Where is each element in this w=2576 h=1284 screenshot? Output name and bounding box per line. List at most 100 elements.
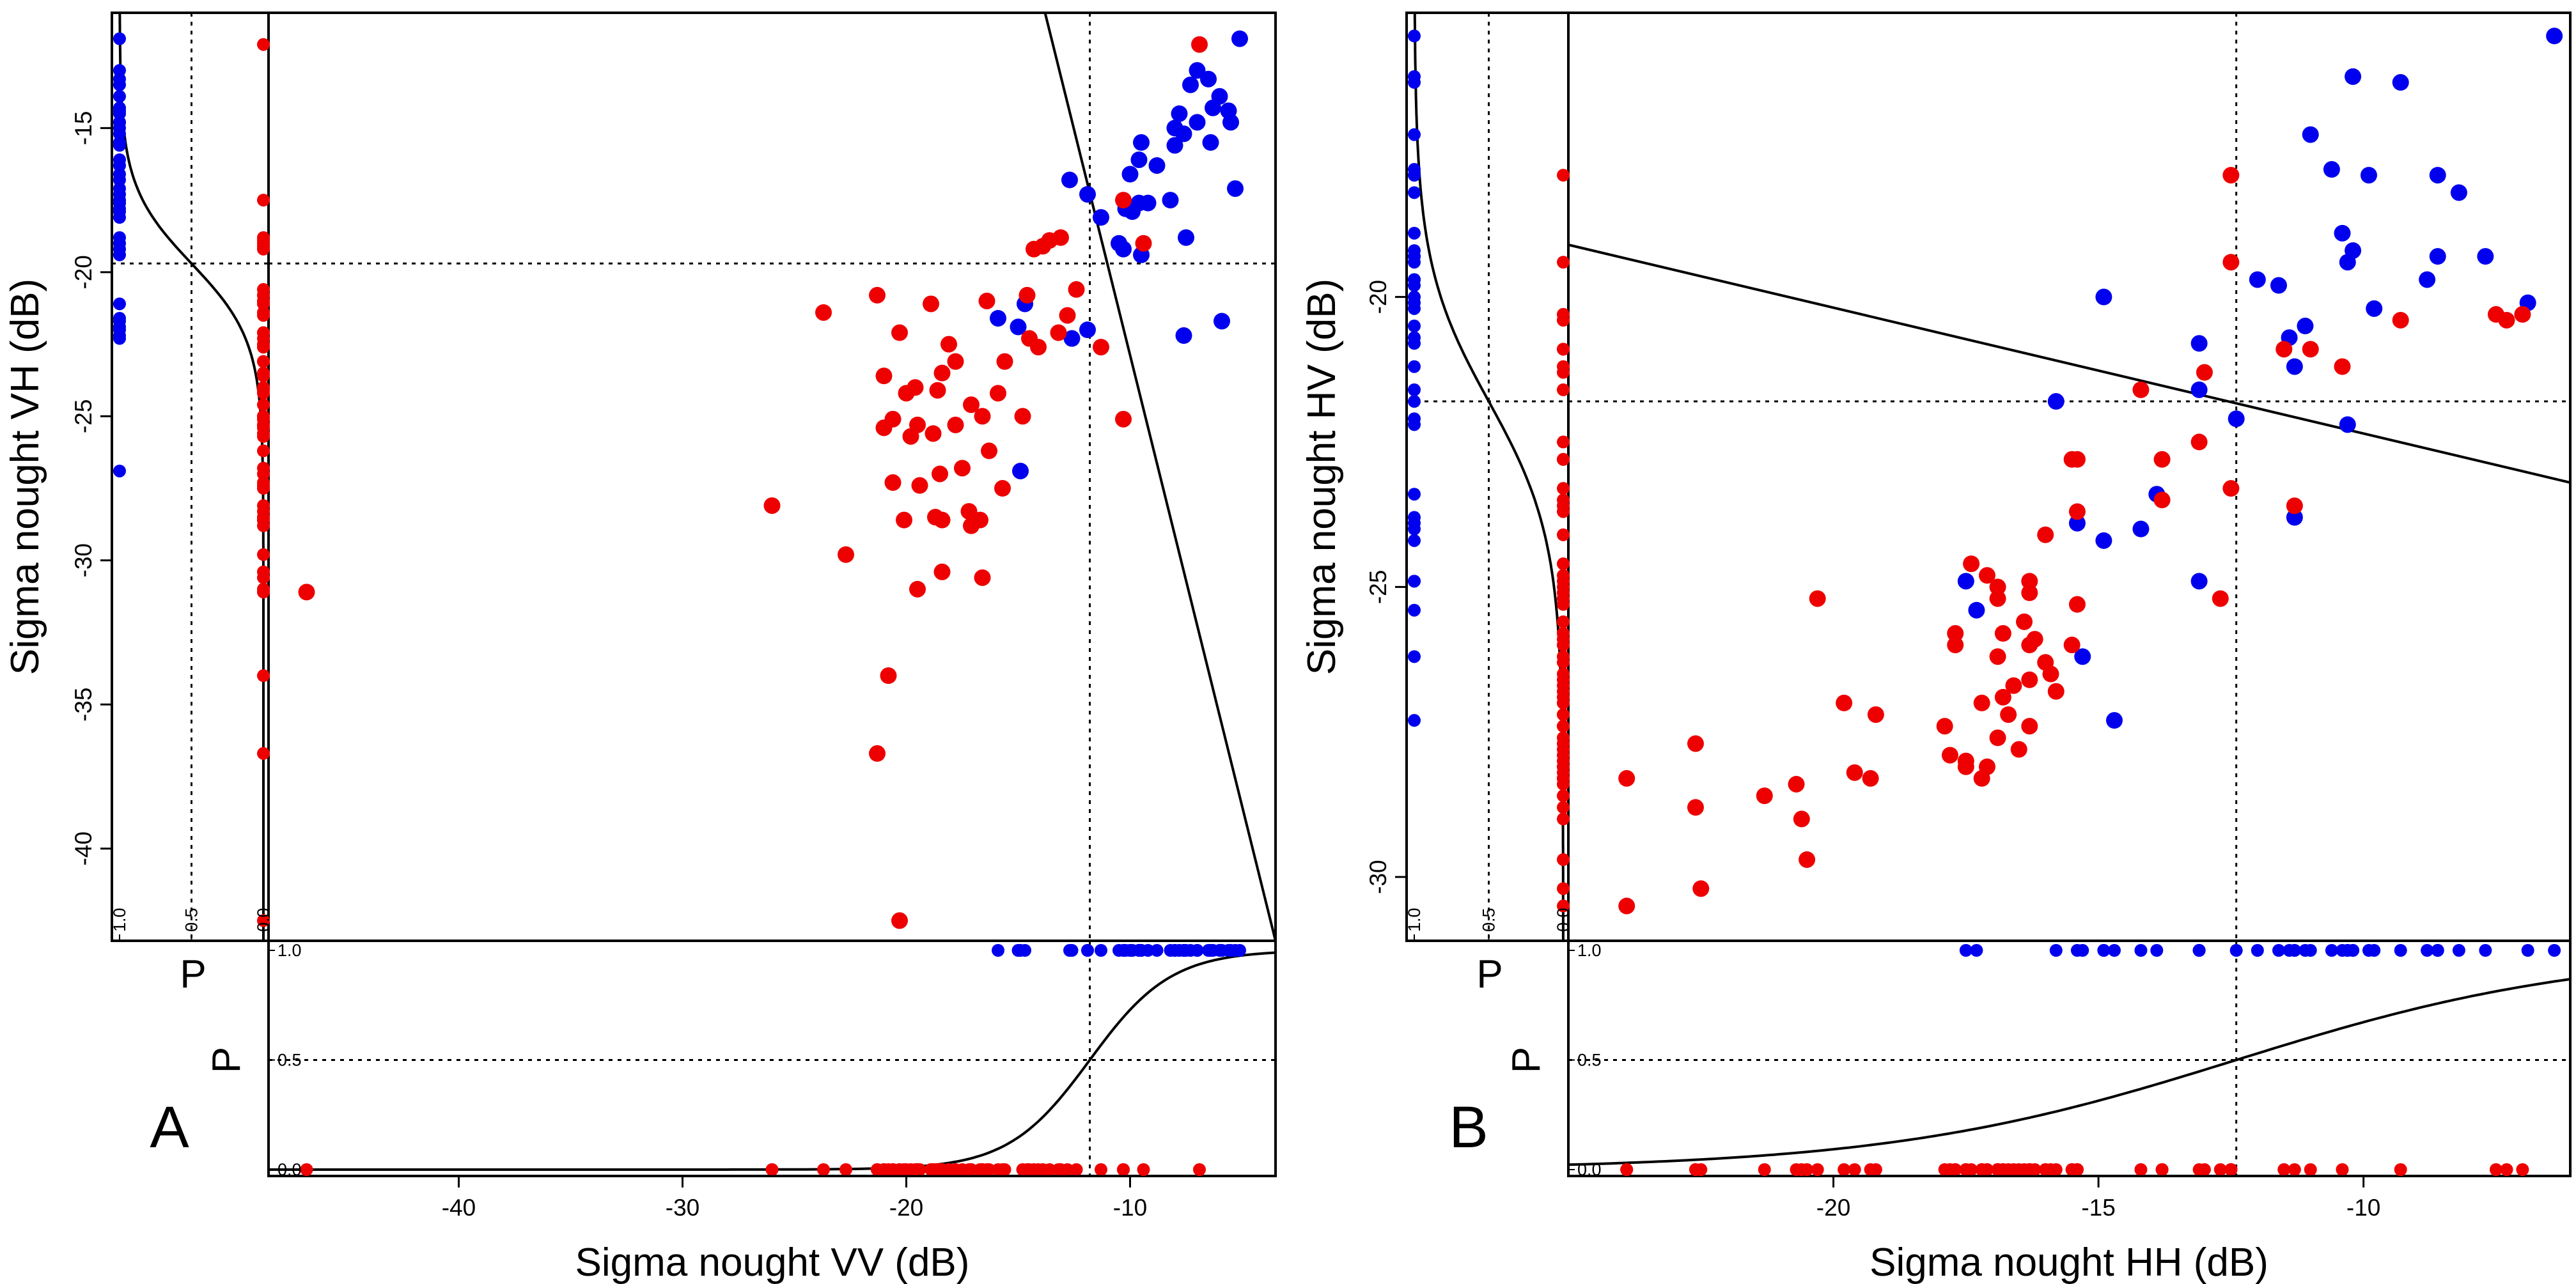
scatter-point-class1	[2477, 248, 2494, 265]
prob-rug-point-class0	[976, 1163, 989, 1176]
scatter-point-class0	[2222, 254, 2240, 271]
y-tick-label: -20	[1365, 280, 1391, 314]
side-rug-point-class0	[257, 421, 270, 435]
scatter-point-class0	[1989, 648, 2006, 665]
scatter-point-class0	[929, 382, 946, 399]
prob-axis-label: P	[1504, 1047, 1549, 1073]
scatter-point-class0	[981, 442, 997, 460]
scatter-point-class1	[1124, 203, 1141, 220]
prob-rug-point-class0	[2277, 1163, 2291, 1176]
scatter-point-class0	[1836, 694, 1853, 711]
scatter-point-class0	[1947, 625, 1964, 642]
main-plot-frame	[267, 12, 1277, 942]
prob-rug-point-class1	[2288, 944, 2301, 957]
side-rug-point-class1	[1408, 383, 1421, 396]
scatter-point-class0	[1618, 897, 1635, 915]
scatter-point-class1	[1130, 151, 1148, 168]
scatter-point-class1	[2047, 393, 2065, 410]
scatter-point-class1	[2190, 573, 2208, 590]
scatter-point-class0	[2212, 590, 2229, 607]
side-rug-point-class0	[257, 309, 270, 322]
scatter-point-class0	[898, 385, 915, 402]
scatter-point-class1	[2074, 648, 2091, 665]
scatter-point-class1	[1093, 209, 1109, 226]
scatter-point-class0	[1989, 578, 2006, 596]
scatter-point-class1	[2334, 224, 2351, 242]
prob-tick-label: 1.0	[277, 941, 302, 960]
scatter-point-class1	[1202, 134, 1219, 151]
side-rug-point-class1	[1408, 320, 1421, 333]
scatter-point-class1	[1010, 318, 1027, 336]
scatter-point-class0	[298, 584, 315, 601]
prob-rug-point-class1	[1126, 944, 1139, 957]
scatter-point-class0	[1936, 718, 1953, 735]
prob-rug-point-class1	[992, 944, 1004, 957]
side-rug-point-class0	[257, 194, 270, 207]
side-rug-point-class0	[1557, 737, 1570, 750]
main-plot-frame	[1567, 12, 2572, 942]
scatter-point-class0	[1846, 764, 1863, 781]
scatter-point-class1	[1200, 70, 1217, 88]
scatter-point-class0	[1050, 324, 1067, 341]
prob-rug-point-class1	[2049, 944, 2063, 957]
prob-rug-point-class1	[2394, 944, 2407, 957]
x-axis-label: Sigma nought HH (dB)	[1870, 1241, 2268, 1284]
scatter-point-class0	[974, 408, 991, 425]
scatter-point-class1	[2286, 358, 2303, 375]
side-tick-label: 1.0	[110, 908, 129, 932]
prob-rug-point-class0	[2134, 1163, 2148, 1176]
scatter-point-class0	[960, 503, 978, 520]
side-rug-point-class1	[1408, 516, 1421, 530]
side-rug-point-class0	[257, 242, 270, 256]
side-rug-point-class0	[257, 341, 270, 354]
prob-rug-point-class1	[1970, 944, 1983, 957]
scatter-point-class0	[1941, 746, 1958, 764]
side-rug-point-class0	[257, 585, 270, 599]
prob-logistic-curve	[269, 951, 1276, 1171]
scatter-point-class0	[1687, 735, 1704, 752]
prob-rug-point-class1	[1150, 944, 1164, 957]
scatter-point-class1	[2392, 73, 2409, 91]
y-tick-label: -20	[70, 255, 97, 289]
scatter-point-class0	[838, 546, 854, 563]
prob-rug-point-class0	[911, 1163, 924, 1176]
prob-rug-point-class0	[1620, 1163, 1634, 1176]
scatter-point-class0	[2514, 306, 2531, 323]
scatter-point-class1	[1968, 601, 1985, 619]
scatter-point-class0	[2063, 637, 2080, 654]
prob-rug-point-class0	[1943, 1163, 1956, 1176]
scatter-point-class1	[2302, 126, 2319, 143]
panel-a: -40 -30 -20 -10 -15 -20 -25 -30 -35 -40 0.0 0.0 0.5 0…	[3, 12, 1277, 1284]
prob-axis-label: P	[205, 1047, 249, 1073]
scatter-point-class1	[1205, 99, 1221, 116]
prob-rug-point-class0	[1032, 1163, 1045, 1176]
x-tick-label: -20	[1816, 1195, 1850, 1221]
prob-rug-point-class0	[1052, 1163, 1065, 1176]
scatter-point-class0	[990, 385, 1006, 402]
scatter-point-class0	[2132, 381, 2150, 398]
prob-rug-point-class1	[2341, 944, 2354, 957]
side-plot-frame	[111, 12, 270, 942]
side-rug-point-class1	[1408, 226, 1421, 240]
scatter-point-class0	[1756, 787, 1773, 805]
side-rug-point-class1	[113, 248, 126, 261]
scatter-point-class0	[1026, 240, 1042, 258]
scatter-point-class0	[2047, 683, 2065, 700]
scatter-point-class0	[2196, 364, 2213, 381]
scatter-point-class0	[1191, 36, 1208, 53]
prob-rug-point-class0	[1811, 1163, 1824, 1176]
scatter-point-class0	[2498, 311, 2515, 329]
side-rug-point-class1	[1408, 75, 1421, 89]
panel-b: -20 -15 -10 -20 -25 -30 0.0 0.0 0.5 0.5 1.0 1.0 Sigm…	[1300, 12, 2572, 1284]
scatter-point-class0	[1973, 694, 1990, 711]
prob-rug-point-class1	[2479, 944, 2492, 957]
scatter-point-class0	[1135, 235, 1152, 252]
side-rug-point-class0	[257, 519, 270, 532]
scatter-point-class0	[2334, 358, 2351, 375]
prob-plot-frame	[1567, 940, 2572, 1177]
prob-rug-point-class1	[2134, 944, 2148, 957]
scatter-point-class1	[2450, 184, 2467, 201]
scatter-point-class0	[896, 511, 912, 529]
side-rug-point-class0	[257, 355, 270, 368]
prob-rug-point-class0	[1193, 1163, 1206, 1176]
